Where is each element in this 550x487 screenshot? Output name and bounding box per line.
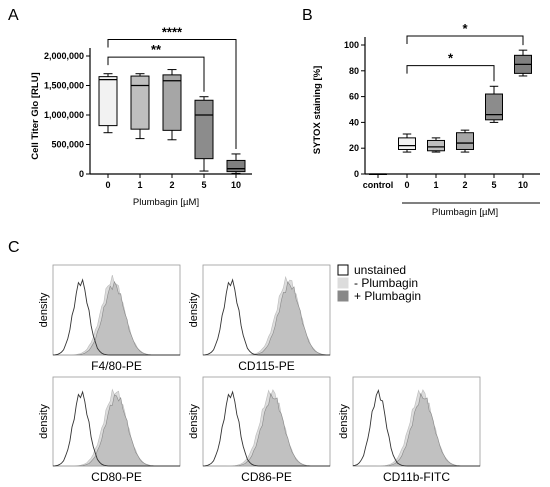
x-tick-label: 0 [105, 180, 110, 190]
density-label: density [38, 292, 50, 327]
panel-c-histograms: density F4/80-PE density CD115-PE density CD8… [38, 264, 481, 484]
panel-a-ylabel: Cell Titer Glo [RLU] [30, 72, 41, 159]
box-1 [427, 139, 445, 152]
y-tick-label: 100 [344, 40, 359, 50]
y-tick-label: 0 [354, 169, 359, 179]
histogram-unstained [202, 390, 330, 467]
histogram-plot: density F4/80-PE [38, 264, 181, 373]
histogram-unstained [52, 278, 180, 356]
histogram-label: CD115-PE [238, 359, 294, 373]
histogram-label: CD86-PE [241, 470, 292, 484]
x-tick-label: 10 [518, 180, 528, 190]
legend-label: + Plumbagin [354, 289, 421, 303]
significance-bracket [107, 56, 205, 92]
density-label: density [188, 404, 200, 439]
significance-bracket [406, 65, 495, 82]
legend-swatch [337, 277, 349, 289]
histogram-unstained [202, 278, 330, 356]
y-tick-label: 500,000 [51, 140, 84, 150]
panel-a-boxplot: Cell Titer Glo [RLU] Plumbagin [µM] 0 500… [30, 24, 252, 208]
significance-label: * [462, 21, 468, 36]
panel-letter-b: B [302, 7, 313, 24]
y-tick-label: 40 [349, 117, 359, 127]
x-tick-label: control [363, 180, 394, 190]
density-label: density [188, 292, 200, 327]
legend-swatch [337, 264, 349, 276]
histogram-frame [202, 264, 331, 356]
histogram-plot: density CD11b-FITC [338, 376, 481, 484]
x-tick-label: 0 [404, 180, 409, 190]
x-tick-label: 2 [462, 180, 467, 190]
histogram-unstained [52, 390, 180, 467]
panel-letter-c: C [8, 239, 20, 256]
y-tick-label: 2,000,000 [44, 51, 84, 61]
legend-swatch [337, 290, 349, 302]
y-tick-label: 80 [349, 66, 359, 76]
panel-b-ylabel: SYTOX staining [%] [312, 66, 323, 155]
legend-label: - Plumbagin [354, 276, 418, 290]
significance-label: * [448, 51, 454, 66]
y-tick-label: 60 [349, 92, 359, 102]
histogram-label: CD80-PE [91, 470, 142, 484]
y-tick-label: 1,500,000 [44, 81, 84, 91]
significance-bracket [406, 35, 524, 46]
panel-letter-a: A [8, 7, 19, 24]
box-5 [194, 99, 214, 160]
x-tick-label: 1 [137, 180, 142, 190]
box-5 [485, 93, 503, 121]
panel-a-xlabel: Plumbagin [µM] [133, 197, 199, 208]
density-label: density [338, 404, 350, 439]
significance-label: **** [162, 24, 183, 39]
y-tick-label: 1,000,000 [44, 110, 84, 120]
histogram-plot: density CD80-PE [38, 376, 181, 484]
histogram-unstained [352, 388, 480, 467]
x-tick-label: 5 [201, 180, 206, 190]
box-2 [456, 132, 474, 150]
histogram-plot: density CD115-PE [188, 264, 331, 373]
x-tick-label: 2 [169, 180, 174, 190]
histogram-plot: density CD86-PE [188, 376, 331, 484]
histogram-label: CD11b-FITC [383, 470, 450, 484]
box-1 [130, 75, 150, 130]
density-label: density [38, 404, 50, 439]
panel-c-legend: unstained- Plumbagin+ Plumbagin [337, 263, 421, 303]
legend-label: unstained [354, 263, 406, 277]
box-0 [398, 137, 416, 150]
box-0 [98, 76, 118, 127]
panel-b-boxplot: SYTOX staining [%] Plumbagin [µM] 020406… [312, 21, 540, 218]
box-2 [162, 74, 182, 131]
significance-bracket [107, 38, 237, 149]
x-tick-label: 10 [231, 180, 241, 190]
y-tick-label: 0 [79, 169, 84, 179]
histogram-plus-plumbagin [203, 281, 331, 356]
histogram-label: F4/80-PE [91, 359, 142, 373]
panel-b-xlabel: Plumbagin [µM] [432, 207, 498, 218]
x-tick-label: 1 [433, 180, 438, 190]
y-tick-label: 20 [349, 143, 359, 153]
box-10 [226, 159, 246, 173]
x-tick-label: 5 [491, 180, 496, 190]
significance-label: ** [151, 42, 162, 57]
